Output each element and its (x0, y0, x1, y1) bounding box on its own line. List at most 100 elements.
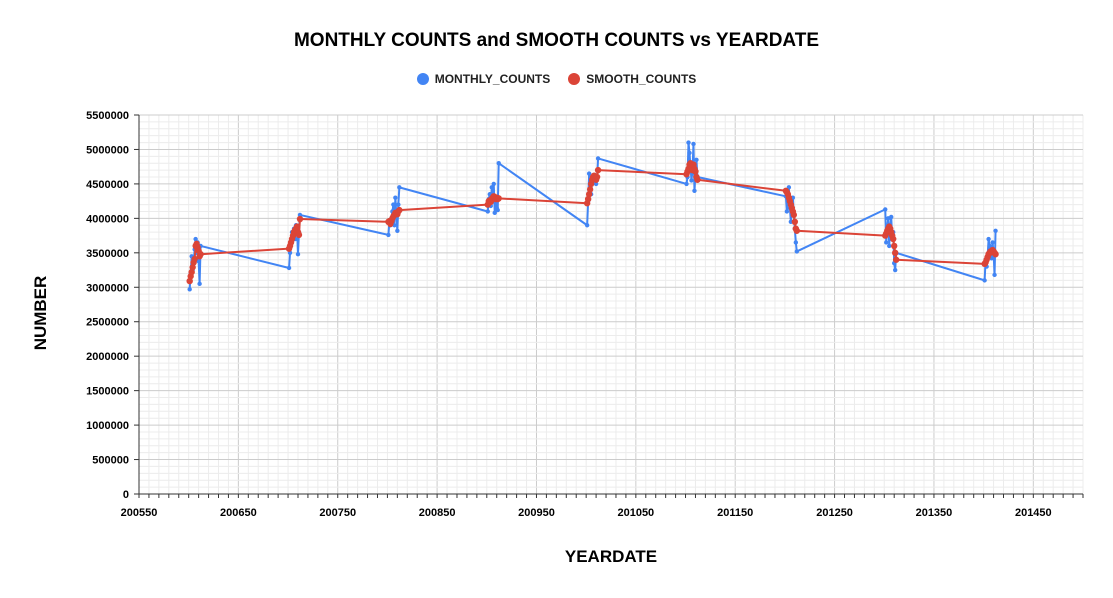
y-tick-label: 500000 (92, 455, 129, 467)
data-point-monthly_counts (395, 228, 400, 233)
data-point-monthly_counts (495, 207, 500, 213)
data-point-smooth_counts (791, 218, 799, 226)
data-point-monthly_counts (286, 265, 292, 271)
x-tick-label: 200850 (419, 507, 456, 519)
data-point-monthly_counts (187, 287, 192, 292)
legend-item-smooth[interactable]: SMOOTH_COUNTS (568, 72, 696, 86)
y-tick-label: 5000000 (86, 144, 129, 156)
data-point-smooth_counts (891, 249, 899, 257)
data-point-smooth_counts (188, 268, 195, 276)
data-point-smooth_counts (892, 256, 900, 263)
legend-marker-smooth (568, 73, 581, 85)
data-point-monthly_counts (686, 140, 691, 145)
data-point-monthly_counts (992, 272, 997, 278)
y-tick-label: 3500000 (86, 248, 129, 260)
data-point-monthly_counts (684, 181, 689, 187)
data-point-smooth_counts (586, 186, 594, 193)
y-tick-label: 2500000 (86, 317, 129, 329)
data-point-smooth_counts (197, 250, 204, 258)
data-point-monthly_counts (193, 236, 198, 242)
data-point-smooth_counts (396, 206, 403, 214)
data-point-monthly_counts (491, 181, 496, 187)
data-point-monthly_counts (990, 240, 995, 245)
data-point-monthly_counts (295, 251, 301, 257)
x-tick-label: 200550 (121, 507, 158, 519)
data-point-smooth_counts (890, 235, 897, 243)
data-point-monthly_counts (595, 156, 601, 161)
y-tick-label: 3000000 (86, 282, 129, 294)
y-tick-label: 2000000 (86, 351, 129, 363)
legend-label-smooth: SMOOTH_COUNTS (586, 72, 697, 86)
data-point-monthly_counts (396, 202, 401, 207)
x-tick-label: 201150 (717, 507, 753, 519)
data-point-smooth_counts (793, 227, 801, 234)
y-tick-label: 4500000 (86, 179, 129, 191)
data-point-smooth_counts (189, 264, 196, 271)
x-tick-label: 200650 (220, 507, 257, 519)
data-point-monthly_counts (593, 181, 599, 187)
data-point-monthly_counts (687, 150, 692, 156)
data-point-smooth_counts (585, 191, 593, 198)
data-point-monthly_counts (694, 157, 699, 162)
data-point-monthly_counts (689, 178, 694, 183)
data-point-smooth_counts (692, 168, 699, 175)
x-tick-label: 201350 (916, 507, 953, 519)
x-tick-label: 201250 (816, 507, 853, 519)
data-point-monthly_counts (982, 278, 987, 283)
data-point-monthly_counts (197, 281, 202, 287)
data-point-monthly_counts (391, 202, 396, 207)
data-point-monthly_counts (584, 223, 590, 228)
legend-item-monthly[interactable]: MONTHLY_COUNTS (416, 72, 551, 86)
y-tick-label: 1000000 (86, 420, 129, 432)
y-axis-title: NUMBER (31, 275, 50, 351)
data-point-smooth_counts (584, 195, 592, 203)
data-point-monthly_counts (884, 240, 889, 245)
data-point-smooth_counts (295, 231, 303, 239)
data-point-monthly_counts (986, 236, 991, 242)
y-tick-label: 4000000 (86, 213, 129, 225)
data-point-monthly_counts (393, 195, 398, 200)
data-point-monthly_counts (397, 185, 402, 190)
x-axis-title: YEARDATE (564, 547, 658, 566)
data-point-monthly_counts (586, 171, 592, 176)
data-point-monthly_counts (889, 214, 894, 220)
data-point-monthly_counts (993, 228, 998, 233)
data-point-monthly_counts (386, 232, 391, 238)
data-point-smooth_counts (495, 195, 502, 202)
data-point-monthly_counts (692, 188, 697, 193)
data-point-smooth_counts (694, 176, 701, 183)
legend-label-monthly: MONTHLY_COUNTS (434, 72, 551, 86)
data-point-monthly_counts (794, 249, 800, 254)
data-point-smooth_counts (790, 211, 798, 219)
x-tick-label: 200750 (319, 507, 356, 519)
data-point-monthly_counts (489, 185, 494, 190)
data-point-smooth_counts (293, 223, 301, 230)
data-point-smooth_counts (191, 255, 198, 263)
y-tick-label: 0 (123, 489, 129, 501)
data-point-monthly_counts (496, 161, 501, 166)
x-tick-label: 201450 (1015, 507, 1052, 519)
data-point-smooth_counts (186, 277, 193, 285)
data-point-monthly_counts (892, 267, 898, 273)
legend-marker-monthly (416, 73, 429, 85)
data-point-smooth_counts (594, 166, 602, 174)
data-point-monthly_counts (883, 207, 888, 212)
data-point-smooth_counts (992, 250, 999, 258)
data-point-smooth_counts (593, 173, 601, 181)
data-point-smooth_counts (296, 215, 304, 223)
data-point-monthly_counts (691, 141, 696, 147)
data-point-monthly_counts (784, 209, 790, 214)
data-point-monthly_counts (297, 212, 303, 218)
legend: MONTHLY_COUNTS SMOOTH_COUNTS (0, 72, 1113, 86)
data-point-monthly_counts (987, 243, 992, 249)
data-point-monthly_counts (793, 240, 799, 245)
x-tick-label: 201050 (617, 507, 654, 519)
data-point-monthly_counts (887, 243, 892, 249)
data-point-monthly_counts (485, 209, 490, 214)
x-tick-label: 200950 (518, 507, 555, 519)
data-point-smooth_counts (891, 242, 898, 250)
y-tick-label: 5500000 (86, 110, 129, 122)
data-point-monthly_counts (492, 210, 497, 216)
